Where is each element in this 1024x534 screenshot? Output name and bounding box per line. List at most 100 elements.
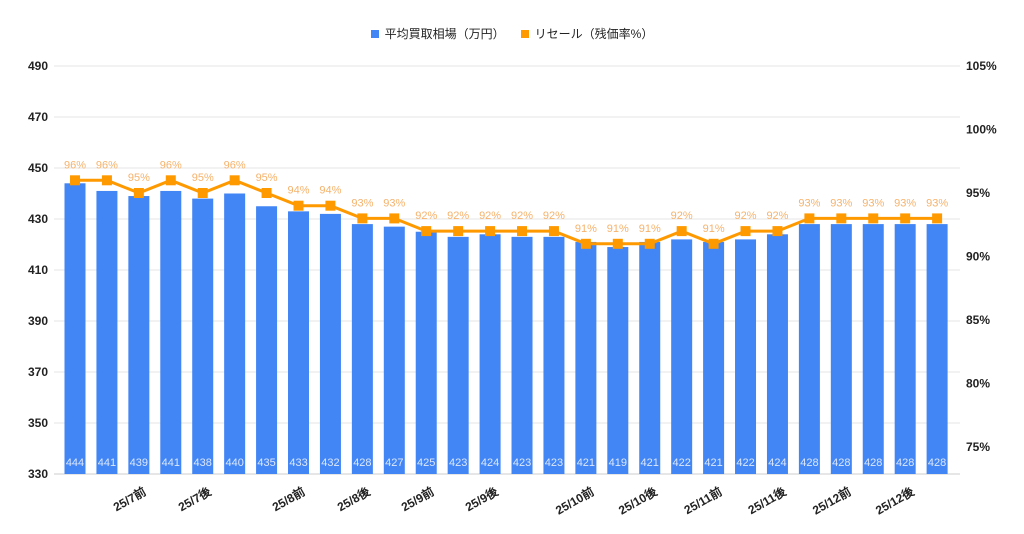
line-marker[interactable] <box>836 213 847 224</box>
bar[interactable] <box>351 224 373 474</box>
line-marker[interactable] <box>101 175 112 186</box>
bar-value-label: 421 <box>704 457 722 469</box>
bar[interactable] <box>288 211 310 474</box>
bar[interactable] <box>160 190 182 474</box>
bar[interactable] <box>862 224 884 474</box>
bar[interactable] <box>415 231 437 474</box>
bar[interactable] <box>639 241 661 474</box>
line-marker[interactable] <box>612 238 623 249</box>
bar[interactable] <box>64 183 86 475</box>
line-value-label: 95% <box>256 172 278 184</box>
bar[interactable] <box>383 226 405 474</box>
line-marker[interactable] <box>868 213 879 224</box>
line-marker[interactable] <box>740 226 751 237</box>
bar[interactable] <box>224 193 246 475</box>
bar[interactable] <box>128 196 150 475</box>
bar[interactable] <box>511 236 533 474</box>
line-marker[interactable] <box>357 213 368 224</box>
line-value-label: 91% <box>639 223 661 235</box>
bar-value-label: 435 <box>257 457 275 469</box>
line-marker[interactable] <box>261 188 272 198</box>
line-marker[interactable] <box>676 226 687 237</box>
line-value-label: 94% <box>287 185 309 197</box>
bar-value-label: 419 <box>609 457 627 469</box>
bar[interactable] <box>319 213 341 474</box>
line-value-label: 91% <box>575 223 597 235</box>
line-value-label: 93% <box>351 197 373 209</box>
left-tick-label: 370 <box>28 365 48 379</box>
bar[interactable] <box>830 224 852 474</box>
right-tick-label: 85% <box>966 313 990 327</box>
right-tick-label: 105% <box>966 59 997 73</box>
bar[interactable] <box>766 234 788 474</box>
legend: 平均買取相場（万円） リセール（残価率%） <box>0 25 1024 42</box>
line-marker[interactable] <box>932 213 943 224</box>
line-marker[interactable] <box>644 238 655 249</box>
bar[interactable] <box>447 236 469 474</box>
line-series: 96% 96% 95% 96% 95% 96% 95% 94% 94% 93% 93% 92% 92% 9… <box>64 159 948 249</box>
bar[interactable] <box>543 236 565 474</box>
bar-value-label: 441 <box>98 457 116 469</box>
x-tick-label: 25/7前 <box>110 484 148 515</box>
bar-value-label: 428 <box>896 457 914 469</box>
x-axis: 25/7前 25/7後 25/8前 25/8後 25/9前 25/9後 25/10前 25/1… <box>110 483 917 518</box>
bar[interactable] <box>703 241 725 474</box>
bar-value-label: 428 <box>353 457 371 469</box>
right-tick-label: 75% <box>966 440 990 454</box>
line-marker[interactable] <box>453 226 464 237</box>
line-marker[interactable] <box>197 188 208 198</box>
bar[interactable] <box>96 190 118 474</box>
line-marker[interactable] <box>293 200 304 211</box>
line-marker[interactable] <box>133 188 144 198</box>
legend-item-line[interactable]: リセール（残価率%） <box>520 25 653 42</box>
bar-value-label: 438 <box>194 457 212 469</box>
bar[interactable] <box>607 247 629 474</box>
x-tick-label: 25/11前 <box>681 484 724 518</box>
x-tick-label: 25/12前 <box>810 484 854 518</box>
line-marker[interactable] <box>421 226 432 237</box>
bar-series: 444 441 439 441 438 440 435 433 432 428 427 425 423 4… <box>64 183 948 475</box>
bar-swatch-icon <box>370 29 379 38</box>
bar[interactable] <box>575 241 597 474</box>
bar-value-label: 427 <box>385 457 403 469</box>
bar-value-label: 421 <box>577 457 595 469</box>
line-marker[interactable] <box>900 213 911 224</box>
line-marker[interactable] <box>517 226 528 237</box>
bar[interactable] <box>894 224 916 474</box>
line-marker[interactable] <box>165 175 176 186</box>
line-marker[interactable] <box>229 175 240 186</box>
line-marker[interactable] <box>389 213 400 224</box>
line-value-label: 92% <box>415 210 437 222</box>
bar-value-label: 441 <box>162 457 180 469</box>
bar-value-label: 423 <box>449 457 467 469</box>
line-marker[interactable] <box>548 226 559 237</box>
line-value-label: 93% <box>798 197 820 209</box>
bar-value-label: 422 <box>672 457 690 469</box>
line-marker[interactable] <box>70 175 80 186</box>
bar-value-label: 425 <box>417 457 435 469</box>
bar[interactable] <box>256 206 278 474</box>
bar[interactable] <box>671 239 693 474</box>
x-tick-label: 25/11後 <box>745 483 789 517</box>
line-value-label: 91% <box>607 223 629 235</box>
legend-bars-label: 平均買取相場（万円） <box>384 27 505 41</box>
bar[interactable] <box>479 234 501 474</box>
bar[interactable] <box>798 224 820 474</box>
line-marker[interactable] <box>485 226 496 237</box>
bar-value-label: 424 <box>768 457 786 469</box>
bar[interactable] <box>192 198 214 474</box>
x-tick-label: 25/8後 <box>334 483 373 514</box>
line-marker[interactable] <box>804 213 815 224</box>
left-tick-label: 490 <box>28 59 48 73</box>
bar-value-label: 432 <box>321 457 339 469</box>
line-value-label: 96% <box>96 159 118 171</box>
line-value-label: 96% <box>160 159 182 171</box>
line-marker[interactable] <box>580 238 591 249</box>
bar[interactable] <box>735 239 757 474</box>
line-marker[interactable] <box>708 238 719 249</box>
legend-item-bars[interactable]: 平均買取相場（万円） <box>370 25 505 42</box>
line-marker[interactable] <box>325 200 336 211</box>
bar[interactable] <box>926 224 948 474</box>
line-marker[interactable] <box>772 226 783 237</box>
